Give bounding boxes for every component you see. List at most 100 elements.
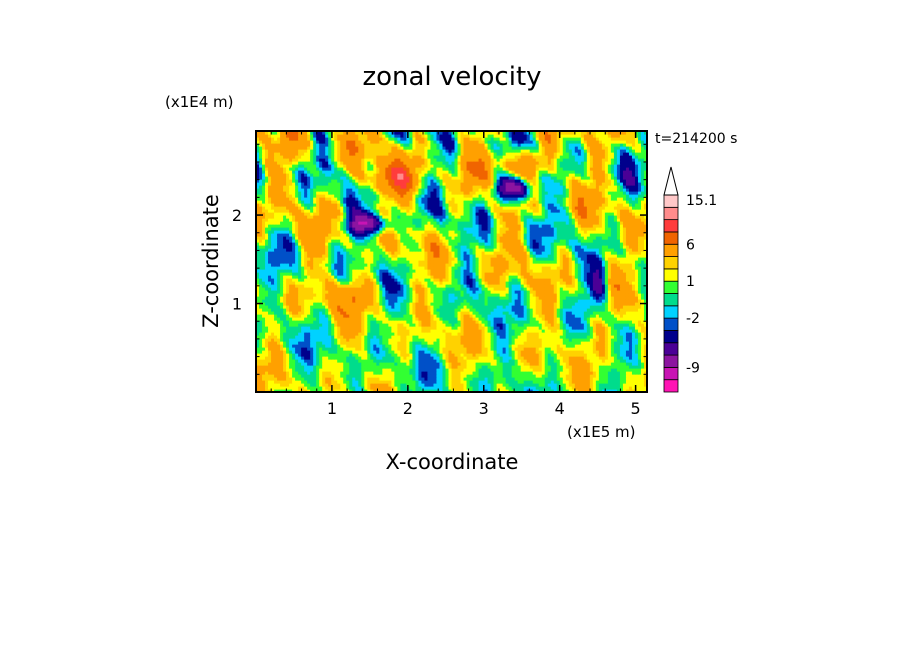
heatmap-cell: [409, 383, 413, 387]
heatmap-cell: [622, 317, 627, 321]
heatmap-cell: [550, 299, 555, 303]
heatmap-cell: [478, 353, 483, 357]
heatmap-cell: [343, 377, 347, 381]
heatmap-cell: [364, 386, 368, 390]
heatmap-cell: [613, 311, 618, 315]
heatmap-cell: [619, 347, 624, 351]
heatmap-cell: [628, 338, 633, 342]
heatmap-cell: [475, 305, 480, 309]
heatmap-cell: [562, 335, 567, 339]
heatmap-cell: [385, 275, 389, 279]
heatmap-cell: [583, 305, 588, 309]
heatmap-cell: [637, 335, 642, 339]
heatmap-cell: [637, 362, 642, 366]
heatmap-cell: [454, 359, 459, 363]
heatmap-cell: [382, 275, 386, 279]
heatmap-cell: [265, 296, 269, 300]
heatmap-cell: [538, 386, 543, 390]
heatmap-cell: [634, 338, 639, 342]
heatmap-cell: [502, 323, 507, 327]
heatmap-cell: [517, 299, 522, 303]
heatmap-cell: [493, 380, 498, 384]
heatmap-cell: [556, 356, 561, 360]
heatmap-cell: [424, 374, 429, 378]
heatmap-cell: [415, 275, 420, 279]
heatmap-cell: [373, 332, 377, 336]
heatmap-cell: [406, 302, 410, 306]
heatmap-cell: [331, 377, 335, 381]
heatmap-cell: [478, 365, 483, 369]
heatmap-cell: [322, 371, 326, 375]
heatmap-cell: [463, 380, 468, 384]
heatmap-cell: [256, 323, 260, 327]
heatmap-cell: [310, 302, 314, 306]
heatmap-cell: [346, 341, 350, 345]
heatmap-cell: [622, 362, 627, 366]
heatmap-cell: [643, 296, 647, 300]
heatmap-cell: [640, 314, 645, 318]
heatmap-cell: [340, 287, 344, 291]
heatmap-cell: [535, 281, 540, 285]
heatmap-cell: [403, 293, 407, 297]
heatmap-cell: [271, 356, 275, 360]
heatmap-cell: [307, 341, 311, 345]
heatmap-cell: [391, 320, 395, 324]
heatmap-cell: [400, 350, 404, 354]
heatmap-cell: [403, 287, 407, 291]
heatmap-cell: [262, 329, 266, 333]
heatmap-cell: [433, 344, 438, 348]
heatmap-cell: [373, 389, 377, 392]
heatmap-cell: [496, 350, 501, 354]
heatmap-cell: [484, 278, 489, 282]
heatmap-cell: [544, 290, 549, 294]
heatmap-cell: [457, 386, 462, 390]
heatmap-cell: [418, 338, 423, 342]
heatmap-cell: [601, 371, 606, 375]
heatmap-cell: [445, 347, 450, 351]
heatmap-cell: [481, 335, 486, 339]
heatmap-cell: [388, 287, 392, 291]
heatmap-cell: [532, 386, 537, 390]
heatmap-cell: [259, 281, 263, 285]
heatmap-cell: [439, 350, 444, 354]
heatmap-cell: [568, 365, 573, 369]
heatmap-cell: [442, 377, 447, 381]
heatmap-cell: [265, 338, 269, 342]
heatmap-cell: [565, 308, 570, 312]
heatmap-cell: [406, 365, 410, 369]
heatmap-cell: [523, 332, 528, 336]
heatmap-cell: [286, 347, 290, 351]
heatmap-cell: [469, 356, 474, 360]
heatmap-cell: [319, 359, 323, 363]
heatmap-cell: [595, 326, 600, 330]
heatmap-cell: [499, 356, 504, 360]
heatmap-cell: [307, 359, 311, 363]
heatmap-cell: [490, 365, 495, 369]
heatmap-cell: [580, 356, 585, 360]
heatmap-cell: [370, 380, 374, 384]
heatmap-cell: [334, 281, 338, 285]
heatmap-cell: [268, 332, 272, 336]
heatmap-cell: [475, 356, 480, 360]
heatmap-cell: [523, 359, 528, 363]
heatmap-cell: [421, 374, 426, 378]
heatmap-cell: [439, 320, 444, 324]
heatmap-cell: [298, 290, 302, 294]
heatmap-cell: [346, 365, 350, 369]
heatmap-cell: [613, 341, 618, 345]
heatmap-cell: [277, 359, 281, 363]
heatmap-cell: [451, 299, 456, 303]
heatmap-cell: [361, 323, 365, 327]
heatmap-cell: [550, 305, 555, 309]
heatmap-cell: [481, 353, 486, 357]
heatmap-cell: [520, 278, 525, 282]
heatmap-cell: [265, 386, 269, 390]
heatmap-cell: [274, 389, 278, 392]
heatmap-cell: [370, 371, 374, 375]
heatmap-cell: [292, 314, 296, 318]
heatmap-cell: [541, 290, 546, 294]
heatmap-cell: [256, 347, 260, 351]
heatmap-cell: [361, 368, 365, 372]
heatmap-cell: [307, 296, 311, 300]
heatmap-cell: [430, 356, 435, 360]
